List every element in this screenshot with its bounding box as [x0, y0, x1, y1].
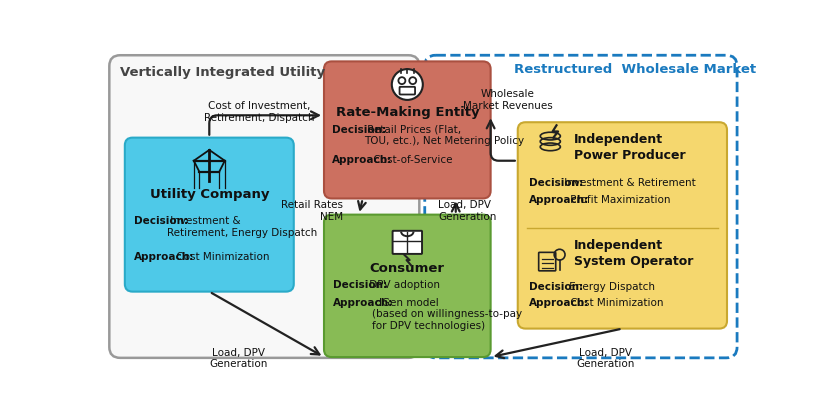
Text: Independent
System Operator: Independent System Operator — [573, 239, 693, 268]
Text: Decision:: Decision: — [333, 280, 388, 290]
Text: Decision:: Decision: — [332, 124, 386, 135]
Text: Vertically Integrated Utility: Vertically Integrated Utility — [120, 66, 325, 79]
Text: Approach:: Approach: — [333, 298, 394, 308]
FancyBboxPatch shape — [393, 231, 422, 254]
Text: Cost Minimization: Cost Minimization — [568, 298, 664, 308]
Text: Cost-of-Service: Cost-of-Service — [370, 155, 453, 165]
Text: Load, DPV
Generation: Load, DPV Generation — [438, 200, 497, 222]
Text: Cost of Investment,
Retirement, Dispatch: Cost of Investment, Retirement, Dispatch — [205, 101, 315, 123]
Circle shape — [409, 77, 417, 84]
Text: Approach:: Approach: — [134, 252, 195, 262]
Text: Approach:: Approach: — [332, 155, 392, 165]
Text: Retail Prices (Flat,
TOU, etc.), Net Metering Policy: Retail Prices (Flat, TOU, etc.), Net Met… — [365, 124, 525, 146]
FancyBboxPatch shape — [110, 55, 419, 358]
FancyBboxPatch shape — [518, 122, 727, 328]
Text: Restructured  Wholesale Market: Restructured Wholesale Market — [514, 63, 756, 76]
FancyBboxPatch shape — [324, 61, 491, 198]
Text: Load, DPV
Generation: Load, DPV Generation — [210, 348, 268, 369]
Text: Decision:: Decision: — [529, 178, 582, 188]
Text: Cost Minimization: Cost Minimization — [173, 252, 270, 262]
Text: Load, DPV
Generation: Load, DPV Generation — [576, 348, 634, 369]
FancyBboxPatch shape — [324, 215, 491, 357]
Text: Rate-Making Entity: Rate-Making Entity — [336, 106, 479, 119]
Text: Utility Company: Utility Company — [149, 188, 269, 201]
Text: Retail Rates
NEM: Retail Rates NEM — [281, 200, 343, 222]
FancyBboxPatch shape — [125, 138, 294, 292]
Text: Wholesale
Market Revenues: Wholesale Market Revenues — [463, 89, 553, 111]
Text: Profit Maximization: Profit Maximization — [568, 196, 671, 205]
Text: Consumer: Consumer — [370, 262, 445, 275]
FancyBboxPatch shape — [425, 55, 737, 358]
Circle shape — [398, 77, 405, 84]
Text: Investment &
Retirement, Energy Dispatch: Investment & Retirement, Energy Dispatch — [167, 216, 317, 238]
Text: Decision:: Decision: — [134, 216, 188, 226]
Text: dGen model
(based on willingness-to-pay
for DPV technologies): dGen model (based on willingness-to-pay … — [372, 298, 522, 331]
Text: Approach:: Approach: — [529, 196, 589, 205]
Text: Approach:: Approach: — [529, 298, 589, 308]
Text: Energy Dispatch: Energy Dispatch — [566, 282, 655, 292]
Text: DPV adoption: DPV adoption — [365, 280, 440, 290]
Circle shape — [392, 69, 422, 100]
Text: Independent
Power Producer: Independent Power Producer — [573, 133, 686, 162]
Text: Decision:: Decision: — [529, 282, 587, 292]
Text: Investment & Retirement: Investment & Retirement — [561, 178, 696, 188]
FancyBboxPatch shape — [399, 87, 415, 94]
